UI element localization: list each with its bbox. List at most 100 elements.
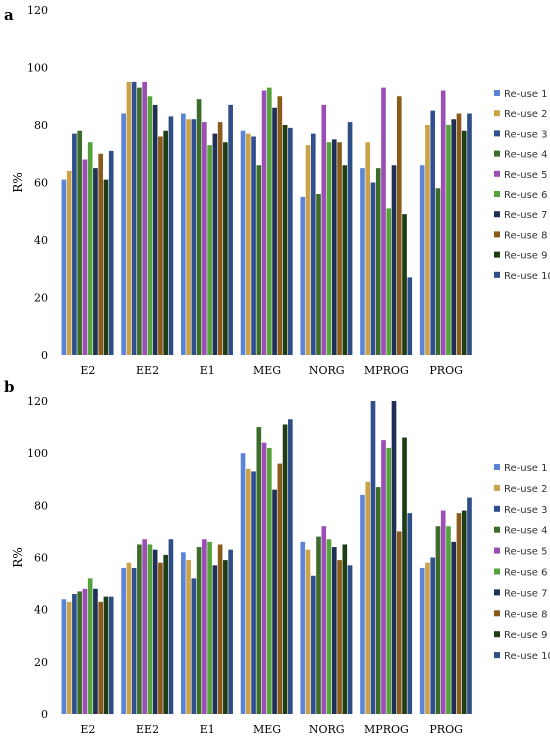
bar bbox=[163, 554, 168, 714]
bar bbox=[267, 447, 272, 714]
bar bbox=[381, 440, 386, 715]
y-tick-label: 0 bbox=[41, 349, 48, 362]
bar bbox=[256, 427, 262, 714]
legend-swatch bbox=[494, 191, 500, 197]
legend-entry: Re-use 3 bbox=[504, 505, 548, 516]
bar bbox=[240, 453, 246, 714]
bar bbox=[300, 541, 306, 714]
bar bbox=[375, 168, 381, 356]
y-tick-label: 40 bbox=[34, 604, 48, 617]
legend-swatch bbox=[494, 251, 500, 258]
bar bbox=[87, 578, 93, 714]
bar bbox=[456, 513, 462, 714]
bar bbox=[277, 96, 283, 355]
bar bbox=[430, 110, 436, 356]
bar bbox=[108, 596, 114, 715]
bar bbox=[402, 214, 407, 356]
bar bbox=[326, 539, 332, 714]
legend-swatch bbox=[494, 231, 500, 238]
y-tick-label: 80 bbox=[34, 119, 48, 132]
bar bbox=[331, 139, 337, 356]
bar bbox=[152, 549, 158, 714]
bar bbox=[137, 544, 142, 714]
x-tick-label: PROG bbox=[429, 723, 463, 736]
bar bbox=[147, 96, 153, 355]
bar bbox=[196, 99, 202, 356]
bar bbox=[365, 142, 371, 355]
bar bbox=[419, 567, 425, 714]
legend-swatch bbox=[494, 464, 500, 470]
bar bbox=[282, 424, 288, 714]
bar bbox=[435, 188, 441, 355]
bar bbox=[61, 179, 67, 356]
x-tick-label: E1 bbox=[200, 364, 215, 377]
bar bbox=[181, 552, 186, 714]
panel-label: a bbox=[4, 6, 14, 24]
bar bbox=[142, 81, 147, 356]
bar bbox=[202, 539, 207, 714]
x-tick-label: E2 bbox=[80, 364, 95, 377]
bar bbox=[419, 165, 425, 355]
bar bbox=[365, 481, 371, 714]
bar bbox=[305, 549, 311, 714]
bar bbox=[158, 562, 163, 714]
legend-swatch bbox=[494, 130, 500, 137]
bar bbox=[147, 544, 153, 714]
legend-swatch bbox=[494, 568, 500, 575]
y-tick-label: 60 bbox=[34, 552, 48, 565]
bar bbox=[381, 87, 386, 356]
bar bbox=[407, 513, 413, 714]
bar bbox=[207, 541, 212, 714]
x-tick-label: MPROG bbox=[364, 364, 409, 377]
legend-swatch bbox=[494, 271, 500, 278]
bar bbox=[386, 447, 392, 714]
bar bbox=[103, 596, 109, 715]
legend-entry: Re-use 10 bbox=[504, 271, 550, 282]
y-tick-label: 100 bbox=[27, 447, 48, 460]
bar bbox=[77, 130, 82, 355]
legend-entry: Re-use 2 bbox=[504, 109, 548, 120]
bar bbox=[82, 588, 88, 714]
legend-entry: Re-use 3 bbox=[504, 129, 548, 140]
y-tick-label: 60 bbox=[34, 177, 48, 190]
legend-entry: Re-use 2 bbox=[504, 484, 548, 495]
bar bbox=[391, 401, 397, 714]
bar bbox=[121, 113, 126, 355]
bar bbox=[181, 113, 186, 355]
bar bbox=[93, 588, 98, 714]
bar bbox=[430, 557, 436, 714]
legend-entry: Re-use 10 bbox=[504, 651, 550, 662]
bar bbox=[223, 142, 228, 355]
bar bbox=[272, 489, 277, 714]
panel-a: a R% 0 20 40 60 80 100 120 E2 EE2 E1 MEG NORG MPROG PRO… bbox=[4, 4, 550, 377]
legend-entry: Re-use 8 bbox=[504, 230, 548, 241]
bar bbox=[402, 437, 407, 714]
bar bbox=[288, 127, 293, 356]
y-tick-label: 120 bbox=[27, 4, 48, 17]
bar bbox=[310, 133, 316, 355]
bar bbox=[152, 104, 158, 356]
bar bbox=[305, 145, 311, 355]
bar bbox=[251, 471, 256, 714]
bar bbox=[391, 165, 397, 355]
bar bbox=[396, 531, 402, 714]
bar bbox=[277, 463, 283, 714]
bar bbox=[191, 578, 197, 714]
bar bbox=[467, 113, 472, 355]
x-tick-label: MPROG bbox=[364, 723, 409, 736]
y-axis-label: R% bbox=[11, 172, 25, 192]
bar bbox=[425, 562, 430, 714]
bar bbox=[261, 90, 267, 355]
legend-swatch bbox=[494, 150, 500, 157]
bar bbox=[288, 419, 293, 714]
bar bbox=[217, 122, 223, 356]
bar bbox=[440, 510, 446, 714]
bar bbox=[217, 544, 223, 714]
legend-entry: Re-use 4 bbox=[504, 526, 548, 537]
bar bbox=[407, 277, 413, 356]
bar bbox=[321, 104, 327, 356]
bar bbox=[196, 547, 202, 714]
legend-swatch bbox=[494, 610, 500, 617]
y-tick-label: 100 bbox=[27, 62, 48, 75]
y-tick-label: 80 bbox=[34, 499, 48, 512]
